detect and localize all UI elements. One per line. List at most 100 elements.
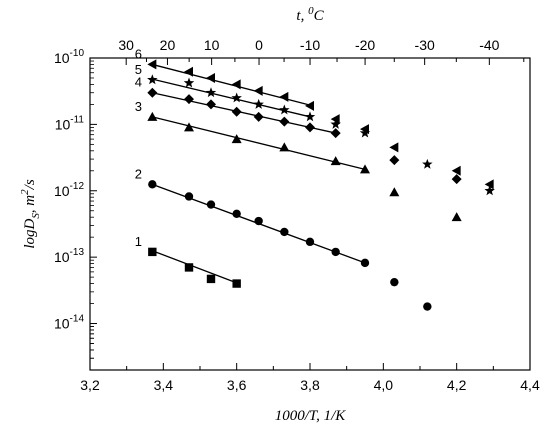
series-3: 3 (135, 99, 462, 222)
data-point (184, 263, 194, 272)
data-point (206, 99, 216, 110)
data-point (183, 77, 195, 88)
top-axis-title-base: t, (296, 8, 308, 24)
series-5: 5 (135, 62, 495, 196)
x-tick-label: 3,2 (80, 377, 100, 393)
top-axis-title-sup: 0 (308, 5, 314, 17)
data-point (484, 179, 494, 190)
top-tick-label: -10 (300, 37, 320, 53)
series-6: 6 (135, 46, 494, 190)
data-point (330, 128, 341, 139)
data-point (484, 185, 495, 196)
data-point (280, 227, 289, 237)
data-point (389, 142, 399, 153)
data-point (304, 111, 316, 122)
data-point (231, 92, 242, 103)
data-point (451, 212, 462, 222)
data-point (279, 91, 289, 102)
data-point (206, 274, 216, 284)
y-tick-label: 10-14 (54, 314, 84, 332)
data-point (206, 72, 215, 83)
fit-line (152, 92, 336, 134)
data-point (359, 127, 371, 138)
data-point (148, 180, 157, 189)
top-tick-label: 0 (255, 37, 263, 53)
y-axis-title-base: logD (22, 219, 38, 249)
data-point (360, 124, 369, 135)
data-point (330, 114, 340, 125)
y-axis-title-sub: S (30, 213, 42, 219)
data-point (147, 74, 158, 85)
data-point (422, 158, 433, 169)
data-point (205, 87, 217, 98)
data-point (279, 104, 290, 115)
data-point (330, 156, 341, 166)
series-label: 2 (135, 166, 142, 181)
data-point (305, 122, 315, 133)
data-point (360, 258, 370, 268)
y-tick-label: 10-10 (54, 48, 84, 66)
top-tick-label: 20 (160, 37, 176, 53)
data-point (253, 111, 264, 122)
data-point (253, 98, 264, 109)
y-axis-title: logDS, m2/s (19, 179, 42, 249)
data-point (184, 122, 194, 132)
data-point (148, 247, 157, 257)
series-2: 2 (135, 166, 432, 311)
data-point (389, 187, 400, 197)
x-axis-title: 1000/T, 1/K (275, 408, 347, 424)
data-point (254, 216, 263, 226)
top-axis-title: t, 0C (296, 5, 324, 24)
data-point (451, 174, 462, 185)
series-label: 1 (135, 234, 142, 249)
data-point (147, 87, 158, 98)
y-tick-label: 10-13 (54, 247, 84, 265)
series-layer: 1 2 3 456 (135, 46, 495, 311)
data-point (232, 279, 241, 288)
top-tick-label: -40 (479, 37, 499, 53)
data-point (147, 111, 158, 121)
data-point (423, 302, 432, 311)
data-point (389, 155, 400, 166)
x-tick-label: 3,8 (300, 377, 320, 393)
top-tick-label: 10 (204, 37, 220, 53)
data-point (360, 164, 370, 174)
series-label: 6 (135, 46, 142, 61)
data-point (331, 247, 340, 257)
top-axis-title-end: C (314, 8, 325, 24)
data-point (451, 165, 461, 176)
x-tick-label: 4,0 (374, 377, 394, 393)
x-tick-label: 3,4 (154, 377, 174, 393)
axes-layer: 3,2 3,4 3,6 3,8 4,0 4,2 4,410-1410-1310-1210-1… (54, 37, 540, 393)
data-point (330, 118, 341, 129)
top-tick-label: 30 (118, 37, 134, 53)
data-point (231, 106, 242, 117)
y-tick-label: 10-11 (55, 114, 85, 132)
y-axis-title-sup: 2 (19, 189, 31, 195)
x-tick-label: 4,2 (447, 377, 467, 393)
data-point (390, 277, 399, 287)
y-axis-title-end: /s (22, 179, 38, 190)
data-point (147, 59, 157, 70)
data-point (231, 134, 242, 144)
series-label: 5 (135, 62, 142, 77)
x-tick-label: 4,4 (520, 377, 540, 393)
data-point (184, 94, 194, 105)
data-point (253, 85, 263, 96)
data-point (206, 200, 216, 209)
data-point (184, 66, 193, 77)
series-1: 1 (135, 234, 241, 288)
x-tick-label: 3,6 (227, 377, 247, 393)
data-point (305, 100, 314, 111)
data-point (305, 237, 315, 247)
data-point (232, 209, 241, 218)
top-tick-label: -20 (355, 37, 375, 53)
y-tick-label: 10-12 (54, 181, 84, 199)
fit-line (152, 250, 237, 284)
y-axis-title-rest: , m (22, 195, 38, 214)
top-tick-label: -30 (415, 37, 435, 53)
data-point (279, 116, 290, 127)
data-point (184, 192, 194, 201)
data-point (279, 142, 290, 152)
